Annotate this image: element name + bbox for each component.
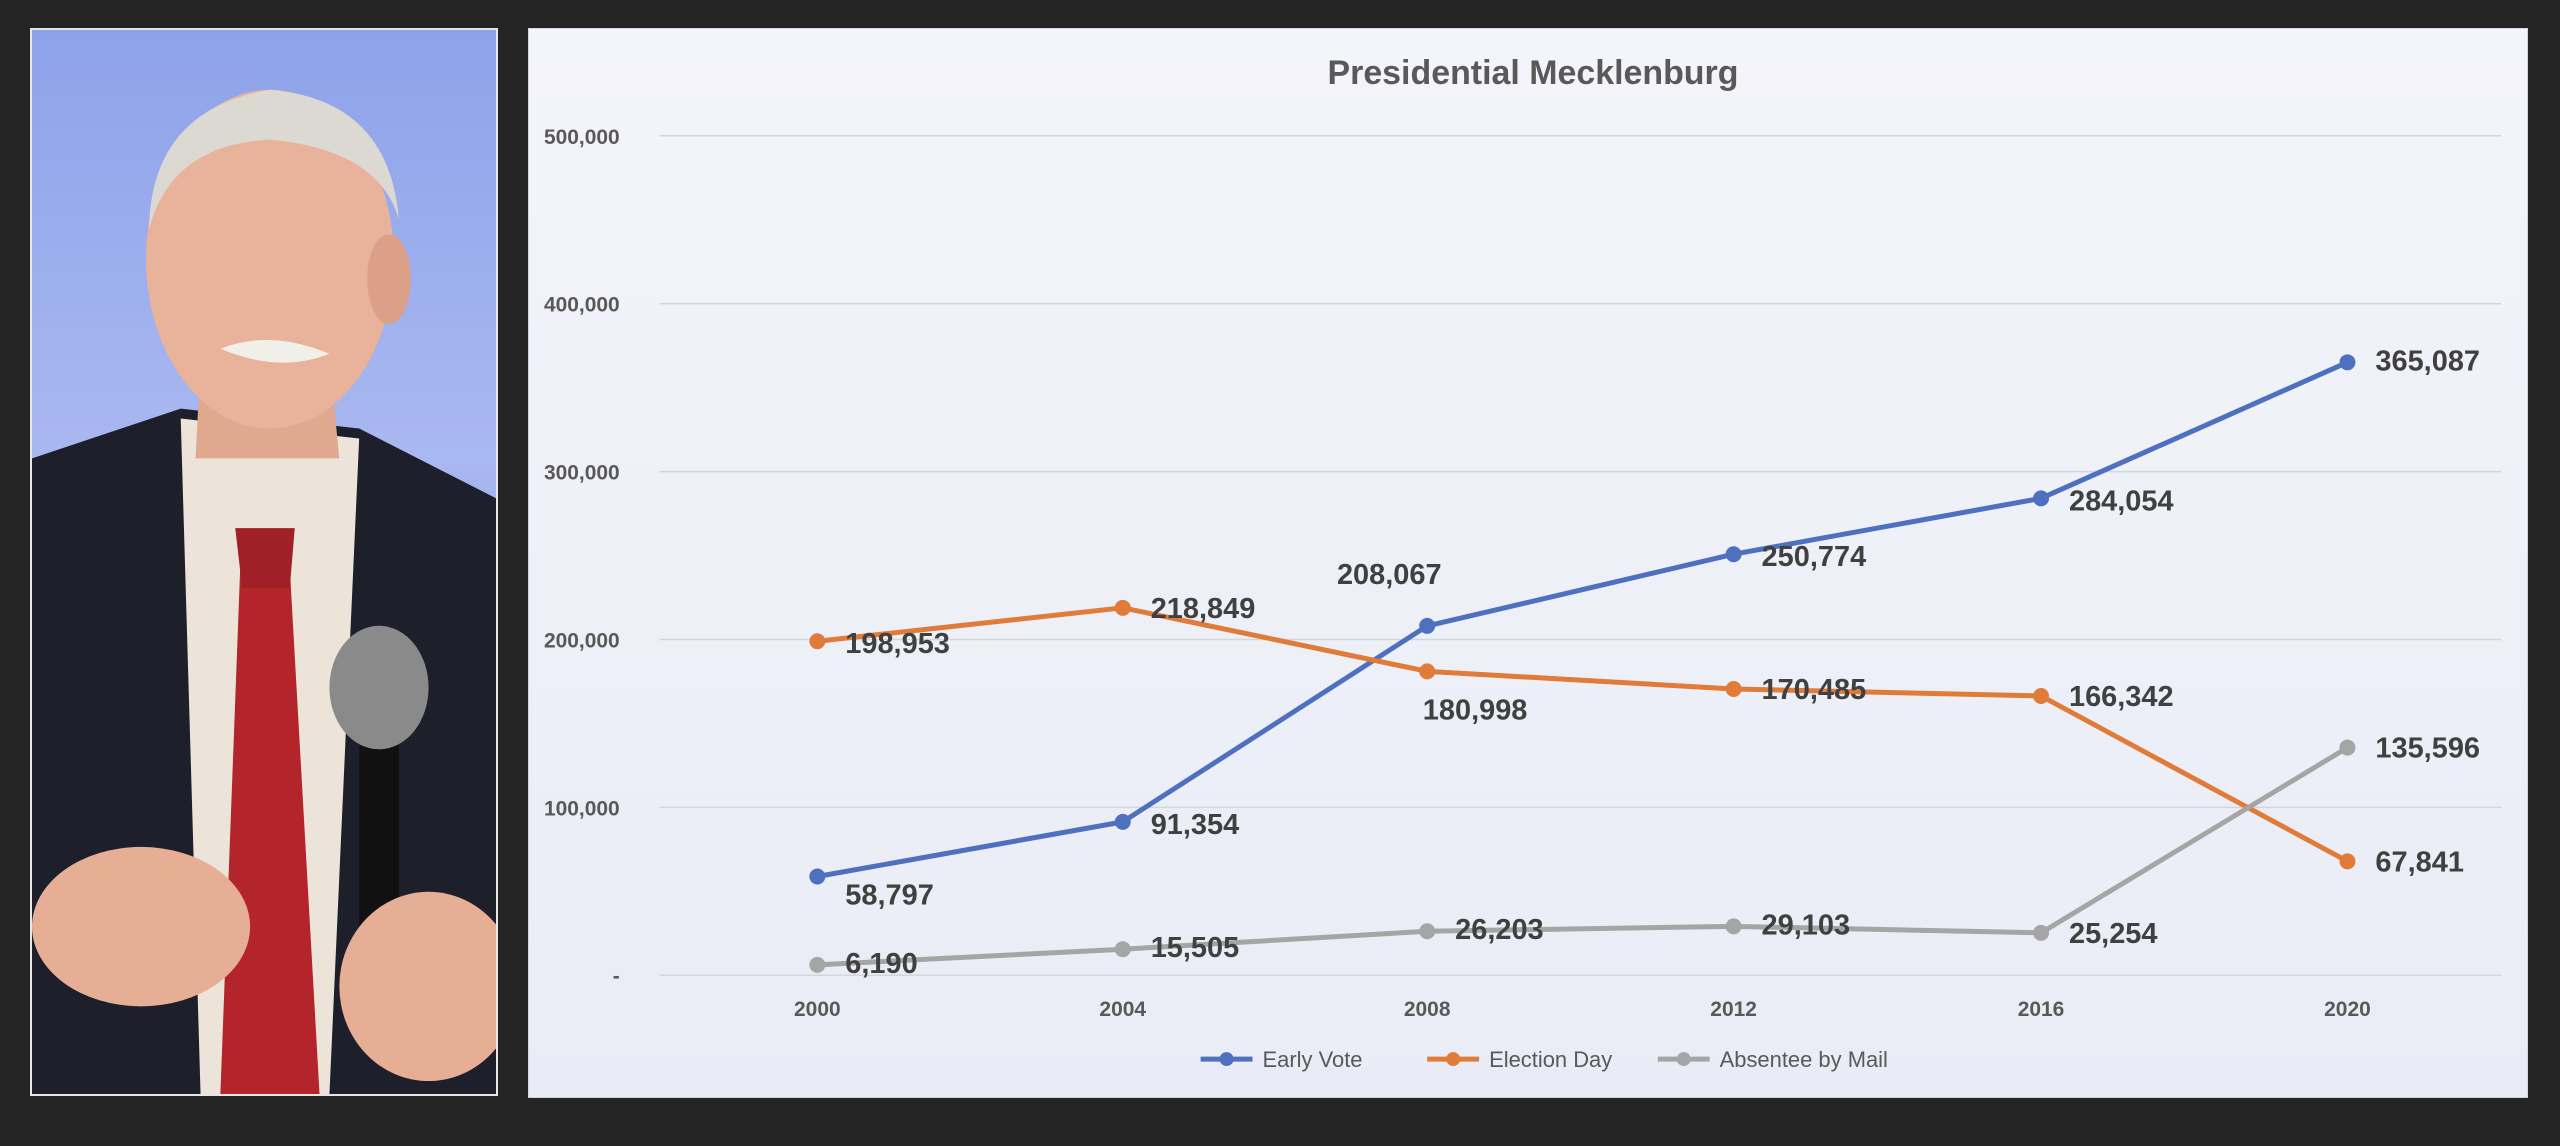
data-label: 26,203 xyxy=(1455,914,1544,946)
data-point xyxy=(1725,546,1742,563)
data-label: 170,485 xyxy=(1762,674,1867,706)
chart-title: Presidential Mecklenburg xyxy=(1328,54,1739,92)
data-label: 284,054 xyxy=(2069,485,2174,517)
data-label: 91,354 xyxy=(1151,809,1240,841)
legend-label: Election Day xyxy=(1489,1047,1612,1072)
data-point xyxy=(2339,354,2356,371)
x-tick-label: 2000 xyxy=(794,998,841,1021)
x-tick-label: 2016 xyxy=(2018,998,2065,1021)
y-tick-label: 100,000 xyxy=(544,797,620,820)
data-labels: 58,797 91,354 208,067 250,774 284,054 365,087… xyxy=(845,345,2480,980)
x-axis-ticks: 2000 2004 2008 2012 2016 2020 xyxy=(794,998,2371,1021)
data-label: 15,505 xyxy=(1151,932,1240,964)
series-group xyxy=(809,354,2356,973)
y-tick-label: 300,000 xyxy=(544,462,620,485)
data-point xyxy=(1114,599,1131,616)
data-point xyxy=(2033,924,2050,941)
chart-panel: Presidential Mecklenburg - 100,000 200,000… xyxy=(528,28,2528,1098)
legend: Early Vote Election Day Absentee by Mail xyxy=(1200,1047,1888,1072)
line-chart: Presidential Mecklenburg - 100,000 200,000… xyxy=(544,54,2502,1072)
data-point xyxy=(809,956,826,973)
legend-marker xyxy=(1676,1052,1691,1067)
data-point xyxy=(1725,918,1742,935)
y-tick-label: 400,000 xyxy=(544,294,620,317)
data-point xyxy=(1419,617,1436,634)
x-tick-label: 2012 xyxy=(1710,998,1757,1021)
data-point xyxy=(1419,663,1436,680)
speaker-photo xyxy=(30,28,498,1096)
data-point xyxy=(1114,941,1131,958)
data-label: 29,103 xyxy=(1762,909,1851,941)
x-tick-label: 2020 xyxy=(2324,998,2371,1021)
y-tick-label: 500,000 xyxy=(544,126,620,149)
data-label: 198,953 xyxy=(845,628,950,660)
legend-label: Early Vote xyxy=(1262,1047,1362,1072)
x-tick-label: 2008 xyxy=(1404,998,1451,1021)
data-label: 67,841 xyxy=(2375,846,2464,878)
data-label: 135,596 xyxy=(2375,733,2480,765)
data-point xyxy=(1114,813,1131,830)
data-label: 208,067 xyxy=(1337,559,1442,591)
x-tick-label: 2004 xyxy=(1099,998,1146,1021)
data-label: 365,087 xyxy=(2375,345,2480,377)
data-point xyxy=(2033,687,2050,704)
data-label: 58,797 xyxy=(845,879,934,911)
gridlines xyxy=(659,135,2502,976)
data-point xyxy=(809,868,826,885)
data-label: 25,254 xyxy=(2069,918,2158,950)
legend-marker xyxy=(1219,1052,1234,1067)
data-label: 180,998 xyxy=(1423,694,1528,726)
series-line xyxy=(814,745,2350,968)
y-tick-label: 200,000 xyxy=(544,629,620,652)
data-label: 6,190 xyxy=(845,948,917,980)
data-label: 218,849 xyxy=(1151,593,1256,625)
data-label: 166,342 xyxy=(2069,681,2174,713)
y-axis-ticks: - 100,000 200,000 300,000 400,000 500,000 xyxy=(544,126,620,988)
data-label: 250,774 xyxy=(1762,541,1867,573)
series-line xyxy=(814,359,2350,880)
data-point xyxy=(2339,853,2356,870)
data-point xyxy=(2339,739,2356,756)
data-point xyxy=(2033,490,2050,507)
series-line xyxy=(814,605,2350,864)
data-point xyxy=(1419,923,1436,940)
y-tick-label: - xyxy=(613,965,620,988)
legend-marker xyxy=(1446,1052,1461,1067)
legend-label: Absentee by Mail xyxy=(1720,1047,1888,1072)
data-point xyxy=(809,633,826,650)
data-point xyxy=(1725,681,1742,697)
speaker-photo-icon xyxy=(32,30,496,1094)
